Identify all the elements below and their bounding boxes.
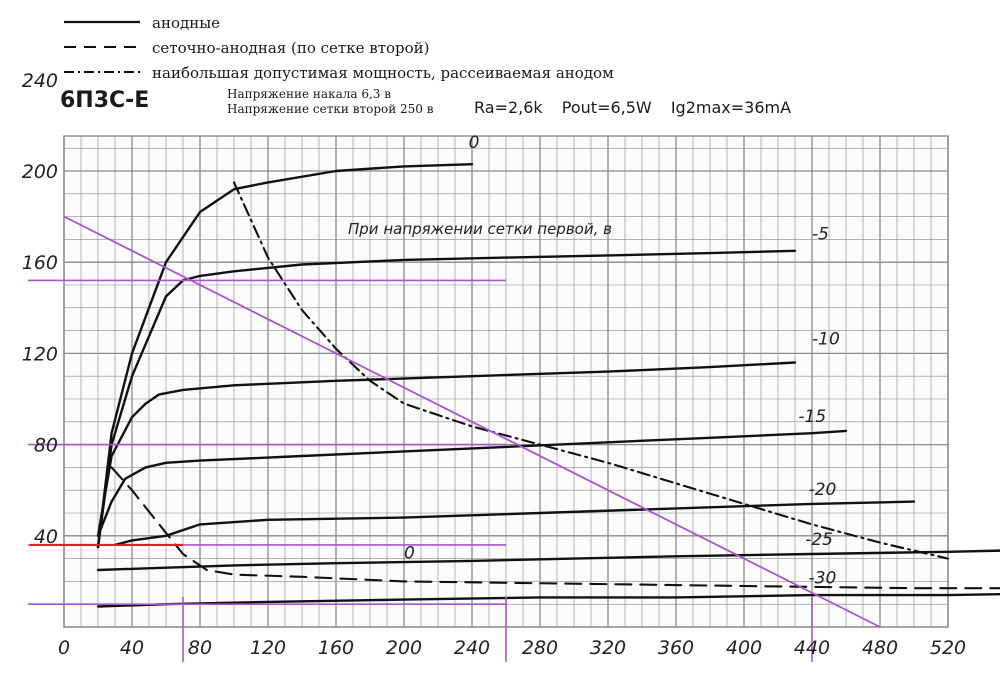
x-tick-label: 80 — [188, 637, 212, 659]
screen-voltage: Напряжение сетки второй 250 в — [227, 102, 434, 116]
curve-label: -30 — [809, 569, 837, 589]
load-resistance: Ra=2,6k — [474, 98, 543, 117]
curve-label: 0 — [404, 544, 415, 564]
legend-screen-label: сеточно-анодная (по сетке второй) — [152, 39, 430, 57]
curve-label: -15 — [798, 407, 826, 427]
x-tick-label: 200 — [386, 637, 422, 659]
curve-15 — [96, 429, 848, 537]
y-tick-label: 40 — [34, 526, 58, 548]
x-tick-label: 40 — [120, 637, 144, 659]
screen-current-max: Ig2max=36mA — [670, 98, 792, 117]
x-tick-label: 240 — [454, 637, 490, 659]
x-tick-label: 0 — [58, 637, 70, 659]
tube-name: 6П3С-Е — [60, 88, 150, 113]
x-tick-label: 320 — [590, 637, 626, 659]
legend-maxpower: наибольшая допустимая мощность, рассеива… — [60, 64, 700, 84]
curve-label: -20 — [809, 480, 837, 500]
y-tick-label: 160 — [22, 252, 58, 274]
curve-ig2-0 — [110, 466, 1000, 590]
legend-solid-swatch — [64, 20, 140, 24]
x-tick-label: 360 — [658, 637, 694, 659]
x-tick-label: 280 — [522, 637, 558, 659]
curve-pa-max — [232, 181, 950, 560]
x-tick-label: 160 — [318, 637, 354, 659]
curve-5 — [96, 249, 797, 549]
axis-ticks: 0 40 80 120 160 200 240 280 320 360 400 440 480 52040… — [22, 70, 966, 659]
x-tick-label: 440 — [794, 637, 830, 659]
legend-screen: сеточно-анодная (по сетке второй) — [60, 39, 700, 59]
curve-label: -5 — [812, 224, 829, 244]
load-line-overlays — [28, 215, 881, 662]
legend-dashdot-swatch — [64, 71, 140, 73]
curve-0 — [96, 162, 474, 549]
legend-maxpower-label: наибольшая допустимая мощность, рассеива… — [152, 64, 614, 82]
y-tick-label: 240 — [22, 70, 58, 92]
y-tick-label: 80 — [34, 435, 58, 457]
chart-labels: 0 -5 -10 -15 -20 -25 -30 0 — [404, 133, 840, 588]
legend-anode: анодные — [60, 14, 700, 34]
curve-label: -25 — [805, 530, 833, 550]
load-line — [63, 215, 881, 628]
legend-dashed-swatch — [64, 46, 140, 48]
x-tick-label: 400 — [726, 637, 762, 659]
y-tick-label: 200 — [22, 161, 58, 183]
design-annotations: Ra=2,6k Pout=6,5W Ig2max=36mA — [474, 98, 805, 117]
y-tick-label: 120 — [22, 343, 58, 365]
chart-subtitle: При напряжении сетки первой, в — [348, 220, 612, 238]
output-power: Pout=6,5W — [561, 98, 652, 117]
x-tick-label: 480 — [862, 637, 898, 659]
x-tick-label: 520 — [930, 637, 966, 659]
legend-anode-label: анодные — [152, 14, 221, 32]
curve-label: 0 — [469, 133, 480, 153]
curves — [96, 162, 1000, 608]
curve-label: -10 — [812, 329, 840, 349]
heater-voltage: Напряжение накала 6,3 в — [227, 87, 391, 101]
operating-conditions: Напряжение накала 6,3 в Напряжение сетки… — [227, 87, 434, 117]
curve-10 — [96, 361, 797, 537]
curve-20 — [113, 500, 916, 547]
x-tick-label: 120 — [250, 637, 286, 659]
